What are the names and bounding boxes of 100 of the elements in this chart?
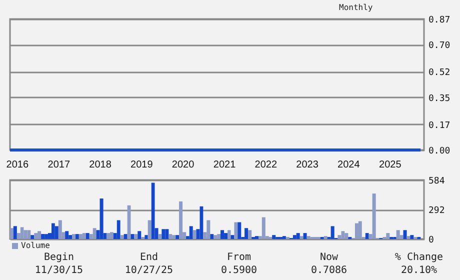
bar [234, 222, 238, 239]
text: 0.7086 [310, 264, 348, 277]
bar [303, 233, 307, 239]
y-tick-label: 0.87 [428, 16, 450, 26]
bar [162, 229, 166, 239]
bar [13, 226, 17, 239]
bar [292, 235, 296, 239]
bar [228, 230, 231, 239]
text: % Change [394, 251, 444, 264]
bar [230, 235, 234, 239]
bar [20, 227, 24, 239]
bar [134, 234, 138, 239]
bar [86, 233, 90, 239]
bar [158, 234, 162, 239]
bar [92, 228, 96, 239]
bar [248, 230, 252, 239]
bar [72, 234, 76, 239]
bar [365, 233, 369, 239]
y-tick-label: 0.70 [428, 41, 450, 52]
x-tick-label: 2018 [89, 160, 112, 170]
bar [144, 235, 148, 239]
bar [41, 234, 45, 239]
bar [179, 201, 183, 239]
bar [172, 235, 176, 239]
bar [220, 230, 224, 239]
bar [192, 230, 196, 239]
bar [282, 236, 286, 239]
bar [100, 198, 104, 239]
bar [130, 234, 134, 239]
bar [262, 217, 266, 239]
bar [344, 233, 348, 239]
text: From [226, 251, 252, 264]
x-tick-label: 2023 [296, 160, 319, 170]
text: 10/27/25 [124, 264, 174, 277]
bar [254, 236, 258, 239]
bar [396, 230, 400, 239]
text: 11/30/15 [34, 264, 84, 277]
bar [138, 231, 142, 239]
bar [300, 236, 304, 239]
x-tick-label: 2016 [6, 160, 29, 170]
bar [386, 233, 390, 239]
bar [338, 235, 342, 239]
legend-label: Volume [21, 241, 50, 250]
y-tick-label: 584 [428, 176, 445, 186]
bar [238, 222, 242, 239]
text: 0.5900 [220, 264, 258, 277]
bar [58, 220, 62, 239]
x-tick-label: 2025 [379, 160, 402, 170]
y-tick-label: 0 [428, 236, 434, 246]
y-tick-label: 0.52 [428, 68, 450, 78]
x-tick-label: 2020 [172, 160, 195, 170]
bar [176, 235, 180, 239]
x-tick-label: 2019 [130, 160, 154, 170]
y-tick-label: 0.00 [428, 146, 450, 156]
bar [34, 233, 38, 239]
bar [406, 236, 410, 239]
bar [296, 233, 300, 239]
bar [78, 234, 82, 239]
bar [65, 231, 69, 239]
bar [330, 226, 334, 239]
text: End [138, 251, 160, 264]
bar [68, 235, 72, 239]
text: Now [318, 251, 340, 264]
bar [372, 194, 376, 239]
y-tick-label: 292 [428, 206, 445, 216]
text: Monthly [339, 3, 373, 12]
bar [116, 220, 120, 239]
bar [224, 233, 228, 239]
bar [30, 235, 34, 239]
bar [217, 234, 221, 239]
bar [341, 231, 345, 239]
bar [410, 235, 414, 239]
x-tick-label: 2021 [213, 160, 236, 170]
bar [206, 220, 210, 239]
bar [168, 234, 172, 239]
bar [358, 221, 362, 239]
bar [189, 226, 193, 239]
bar [110, 232, 114, 239]
bar [151, 182, 155, 239]
text: 20.10% [400, 264, 438, 277]
bar [214, 235, 218, 239]
bar [354, 223, 358, 239]
bar [27, 230, 31, 239]
bar [244, 228, 248, 239]
bar [272, 235, 276, 239]
y-tick-label: 0.35 [428, 94, 450, 104]
x-tick-label: 2017 [48, 160, 70, 170]
x-tick-label: 2022 [254, 160, 278, 170]
bar [106, 233, 110, 239]
bar [148, 220, 152, 239]
bar [403, 230, 407, 239]
bar [10, 228, 14, 239]
text: Begin [42, 251, 76, 264]
bar [306, 236, 310, 239]
bar [76, 234, 79, 239]
bar [54, 226, 58, 239]
bar [51, 223, 55, 239]
bar [82, 233, 86, 239]
bar [120, 235, 124, 239]
bar [165, 229, 169, 239]
